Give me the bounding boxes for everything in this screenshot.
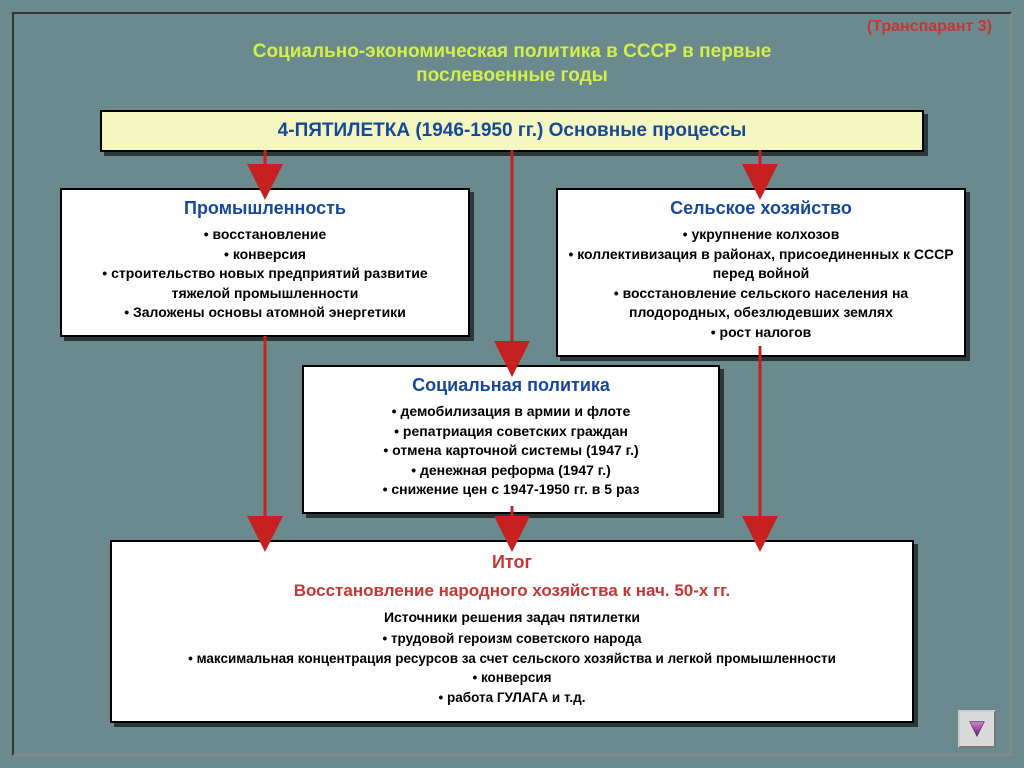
subtitle-box: 4-ПЯТИЛЕТКА (1946-1950 гг.) Основные про… <box>100 110 924 152</box>
list-item: отмена карточной системы (1947 г.) <box>314 441 708 461</box>
corner-label: (Транспарант 3) <box>867 18 992 36</box>
list-item: укрупнение колхозов <box>568 225 954 245</box>
list-item: работа ГУЛАГА и т.д. <box>124 688 900 708</box>
result-box: Итог Восстановление народного хозяйства … <box>110 540 914 723</box>
triangle-down-icon <box>966 718 988 740</box>
social-box: Социальная политика демобилизация в арми… <box>302 365 720 514</box>
list-item: репатриация советских граждан <box>314 422 708 442</box>
list-item: трудовой героизм советского народа <box>124 629 900 649</box>
list-item: конверсия <box>72 245 458 265</box>
industry-list: восстановление конверсия строительство н… <box>72 225 458 323</box>
list-item: Заложены основы атомной энергетики <box>72 303 458 323</box>
industry-box: Промышленность восстановление конверсия … <box>60 188 470 337</box>
list-item: восстановление <box>72 225 458 245</box>
list-item: рост налогов <box>568 323 954 343</box>
title-line2: послевоенные годы <box>416 65 608 86</box>
agriculture-box: Сельское хозяйство укрупнение колхозов к… <box>556 188 966 357</box>
industry-head: Промышленность <box>72 198 458 219</box>
main-title: Социально-экономическая политика в СССР … <box>132 40 892 88</box>
result-caption: Источники решения задач пятилетки <box>124 609 900 625</box>
social-head: Социальная политика <box>314 375 708 396</box>
list-item: строительство новых предприятий развитие… <box>72 264 458 303</box>
social-list: демобилизация в армии и флоте репатриаци… <box>314 402 708 500</box>
list-item: коллективизация в районах, присоединенны… <box>568 245 954 284</box>
agriculture-list: укрупнение колхозов коллективизация в ра… <box>568 225 954 343</box>
result-list: трудовой героизм советского народа макси… <box>124 629 900 707</box>
result-head: Итог <box>124 552 900 573</box>
agriculture-head: Сельское хозяйство <box>568 198 954 219</box>
title-line1: Социально-экономическая политика в СССР … <box>253 41 772 62</box>
list-item: восстановление сельского населения на пл… <box>568 284 954 323</box>
list-item: конверсия <box>124 668 900 688</box>
list-item: денежная реформа (1947 г.) <box>314 461 708 481</box>
list-item: демобилизация в армии и флоте <box>314 402 708 422</box>
list-item: снижение цен с 1947-1950 гг. в 5 раз <box>314 480 708 500</box>
result-sub: Восстановление народного хозяйства к нач… <box>124 581 900 601</box>
next-slide-button[interactable] <box>958 710 996 748</box>
list-item: максимальная концентрация ресурсов за сч… <box>124 649 900 669</box>
